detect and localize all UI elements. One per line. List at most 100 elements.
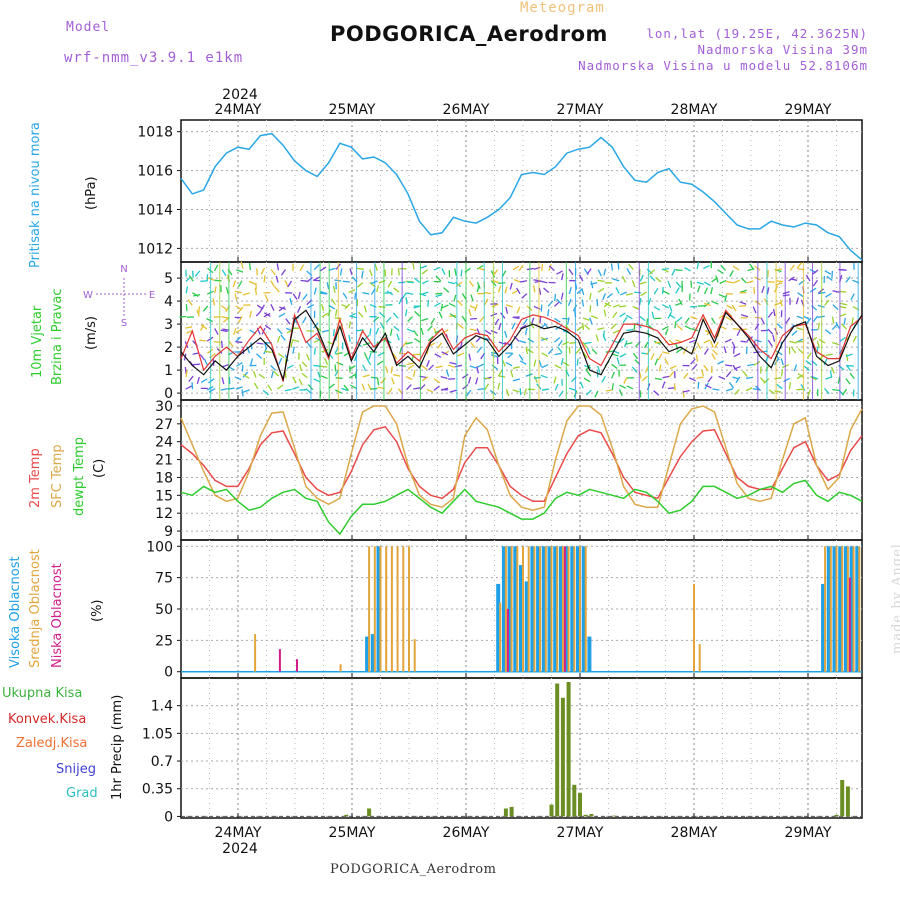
cloud-bar-1 <box>858 546 861 672</box>
cloud-bar-1 <box>539 546 542 672</box>
wind-arrow <box>767 311 774 318</box>
wind-arrow <box>772 334 776 342</box>
wind-arrow <box>328 304 336 310</box>
wind-arrow <box>674 321 677 329</box>
y-tick-label: 0 <box>164 809 173 825</box>
wind-arrow <box>405 341 413 345</box>
wind-arrow <box>236 362 243 367</box>
cloud-bar-0 <box>530 546 535 672</box>
wind-arrow <box>326 282 330 290</box>
wind-arrow <box>287 280 293 288</box>
model-elevation-label: Nadmorska Visina u modelu 52.8106m <box>578 58 868 73</box>
y-tick-label: 1012 <box>137 241 173 257</box>
wind-arrow <box>632 305 640 310</box>
wind-arrow <box>584 341 592 345</box>
legend-hail: Grad <box>66 786 98 801</box>
wind-arrow <box>270 364 277 371</box>
wind-arrow <box>845 353 849 362</box>
wind-arrow <box>653 287 659 295</box>
wind-arrow <box>321 329 329 333</box>
wind-arrow <box>512 389 520 393</box>
wind-arrow <box>457 299 463 306</box>
wind-arrow <box>334 309 338 317</box>
wind-arrow <box>191 382 194 390</box>
cloud-bar-1 <box>510 546 513 672</box>
cloud-bar-2 <box>563 546 566 672</box>
wind-arrow <box>232 280 237 288</box>
wind-arrow <box>260 304 265 312</box>
wind-arrow <box>498 282 506 285</box>
cloud-ylabel-mid: Srednja Oblacnost <box>28 549 43 668</box>
wind-arrow <box>206 318 214 323</box>
wind-arrow <box>711 353 716 360</box>
precip-bar <box>589 814 594 817</box>
wind-arrow <box>369 269 373 277</box>
wind-arrow <box>634 291 642 294</box>
wind-arrow <box>238 280 243 288</box>
cloud-bar-0 <box>376 546 381 672</box>
wind-arrow <box>589 317 593 325</box>
wind-arrow <box>476 366 480 374</box>
y-tick-label: 1.4 <box>151 699 173 715</box>
wind-arrow <box>812 269 819 275</box>
cloud-bar-0 <box>496 583 501 672</box>
wind-arrow <box>541 263 544 271</box>
wind-arrow <box>719 279 727 285</box>
wind-arrow <box>374 264 379 272</box>
wind-arrow <box>832 341 840 346</box>
wind-arrow <box>484 383 490 391</box>
wind-arrow <box>392 312 399 319</box>
wind-arrow <box>725 371 732 378</box>
wind-arrow <box>830 366 835 374</box>
wind-arrow <box>793 364 798 372</box>
wind-arrow <box>406 292 414 295</box>
wind-arrow <box>661 267 669 271</box>
wind-arrow <box>390 366 393 374</box>
wind-panel: 0 1 2 3 4 5 <box>164 261 863 402</box>
wind-arrow <box>179 315 187 318</box>
wind-arrow <box>199 339 207 342</box>
cloud-bar-1 <box>396 546 399 672</box>
wind-arrow <box>342 280 350 283</box>
wind-arrow <box>376 378 380 386</box>
y-tick-label: 1018 <box>137 125 173 141</box>
wind-arrow <box>703 348 709 355</box>
wind-arrow <box>474 304 478 312</box>
wind-arrow <box>375 327 380 335</box>
wind-arrow <box>220 329 228 333</box>
lonlat-label: lon,lat (19.25E, 42.3625N) <box>646 26 868 41</box>
wind-arrow <box>615 287 620 294</box>
wind-arrow <box>469 365 477 369</box>
wind-arrow <box>775 280 784 283</box>
wind-arrow <box>691 363 698 370</box>
wind-arrow <box>292 386 300 390</box>
wind-arrow <box>541 364 549 369</box>
wind-arrow <box>728 382 735 389</box>
wind-arrow <box>301 372 308 379</box>
wind-arrow <box>726 304 734 310</box>
wind-arrow <box>753 360 761 366</box>
wind-arrow <box>366 358 372 366</box>
wind-arrow <box>650 353 655 360</box>
wind-arrow <box>504 330 508 338</box>
cloud-bar-1 <box>567 546 570 672</box>
wind-arrow <box>427 325 433 332</box>
wind-arrow <box>725 316 733 322</box>
wind-arrow <box>767 328 774 335</box>
wind-arrow <box>276 263 280 271</box>
wind-arrow <box>405 297 408 305</box>
wind-arrow <box>225 286 229 294</box>
wind-arrow <box>576 358 579 366</box>
precip-panel: 0 0.35 0.7 1.05 1.4 <box>142 678 862 825</box>
wind-arrow <box>393 373 401 377</box>
wind-arrow <box>840 302 848 306</box>
wind-arrow <box>470 341 476 349</box>
wind-arrow <box>378 279 386 284</box>
wind-arrow <box>242 389 250 393</box>
wind-arrow <box>490 330 498 334</box>
wind-arrow <box>443 287 450 293</box>
wind-arrow <box>667 280 672 288</box>
wind-arrow <box>357 282 364 288</box>
panel-frame <box>180 119 863 263</box>
